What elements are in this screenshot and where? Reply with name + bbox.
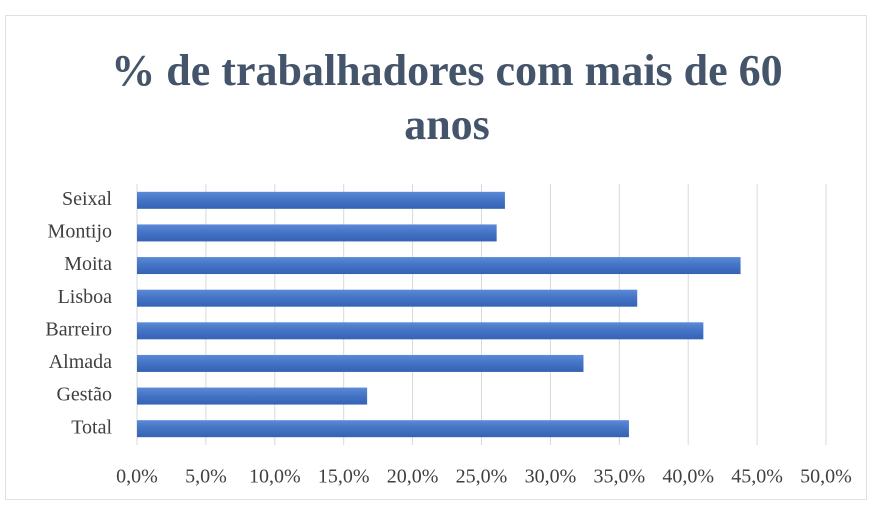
chart-frame (5, 15, 867, 500)
y-tick-label: Barreiro (45, 318, 112, 340)
x-tick-label: 30,0% (525, 466, 577, 488)
x-tick-label: 50,0% (800, 466, 852, 488)
chart-title: % de trabalhadores com mais de 60 anos (111, 46, 783, 149)
bar (137, 322, 704, 340)
x-tick-label: 20,0% (387, 466, 439, 488)
bar (137, 420, 629, 438)
x-tick-label: 40,0% (662, 466, 714, 488)
bar (137, 354, 584, 372)
y-tick-label: Almada (49, 351, 112, 373)
y-tick-label: Lisboa (58, 286, 113, 308)
x-tick-label: 45,0% (731, 466, 783, 488)
y-tick-label: Seixal (62, 188, 112, 210)
bar (137, 191, 505, 209)
x-tick-label: 25,0% (456, 466, 508, 488)
y-tick-label: Total (71, 416, 112, 438)
y-tick-label: Montijo (48, 221, 112, 243)
bar (137, 257, 741, 275)
y-tick-label: Moita (64, 253, 112, 275)
bar (137, 224, 497, 242)
x-tick-label: 0,0% (116, 466, 158, 488)
bar (137, 387, 368, 405)
y-tick-label: Gestão (56, 384, 112, 406)
bar (137, 289, 638, 307)
x-tick-label: 10,0% (249, 466, 301, 488)
x-tick-label: 5,0% (185, 466, 227, 488)
x-tick-label: 35,0% (593, 466, 645, 488)
x-tick-label: 15,0% (318, 466, 370, 488)
